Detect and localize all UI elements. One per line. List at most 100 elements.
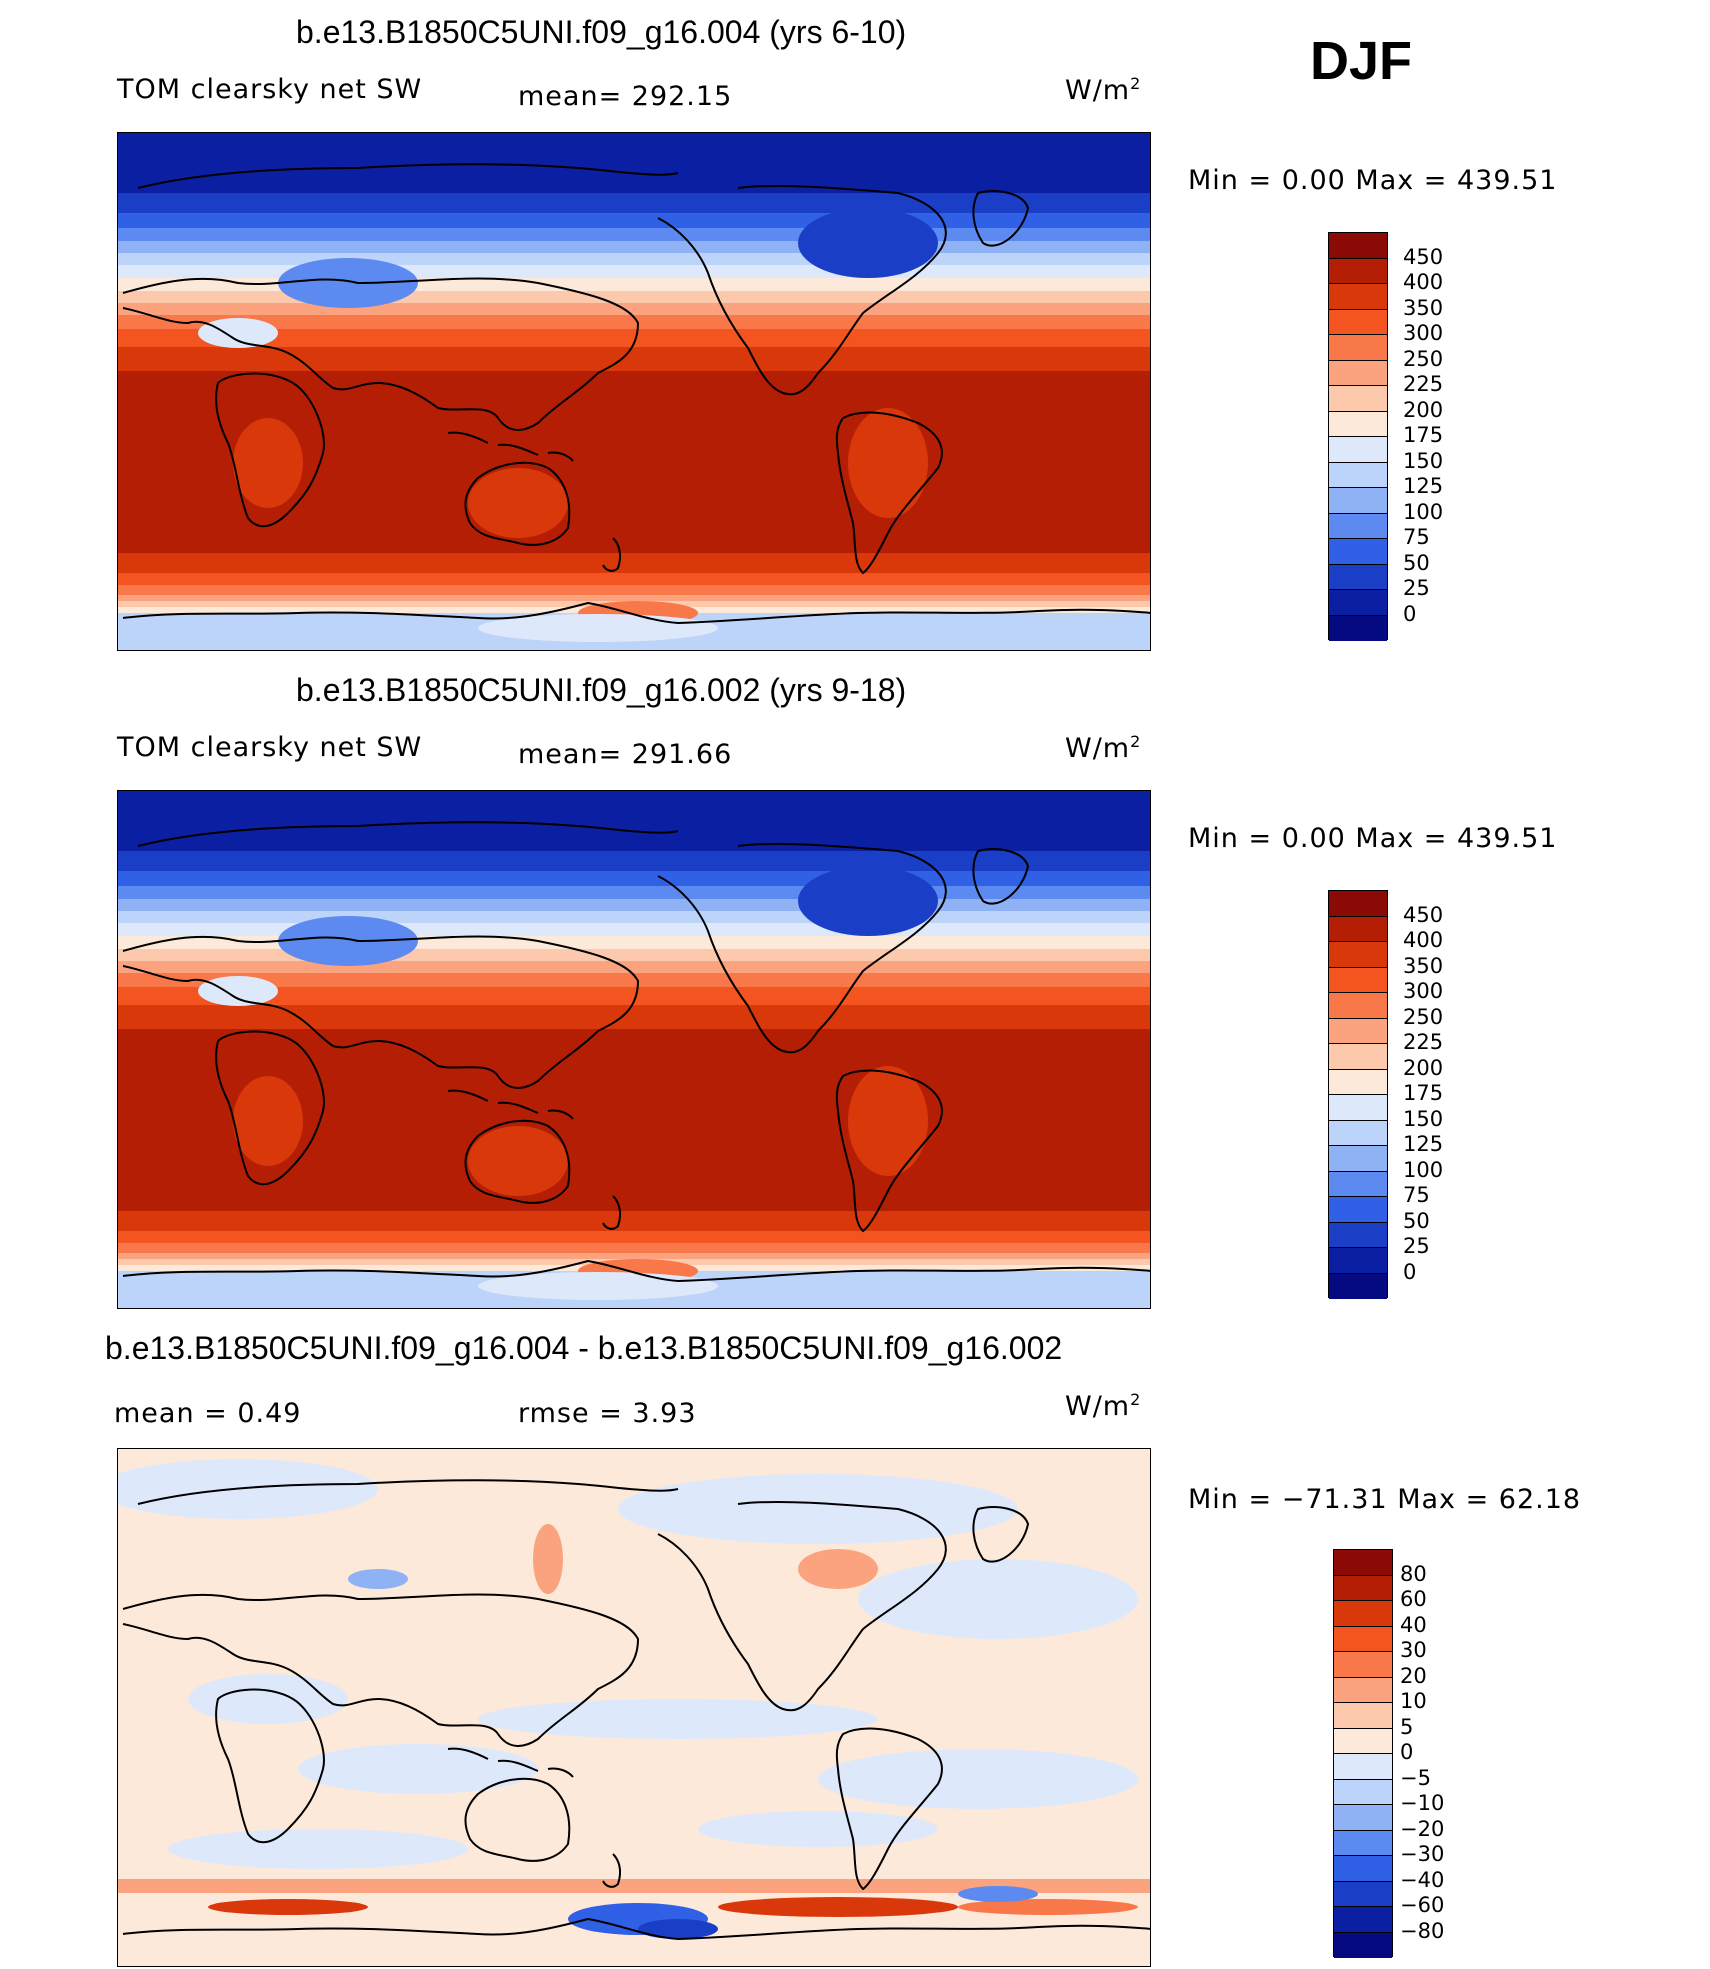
colorbar-tick-label: 40 [1400, 1612, 1427, 1637]
panel1-colorbar-labels: 450 400 350 300 250 225 200 175 150 125 100 75 50 25 0 [1403, 232, 1483, 640]
colorbar-swatch [1334, 1907, 1392, 1933]
colorbar-tick-label: −20 [1400, 1816, 1445, 1841]
panel3-title: b.e13.B1850C5UNI.f09_g16.004 - b.e13.B18… [105, 1330, 1063, 1366]
colorbar-swatch [1329, 967, 1387, 993]
colorbar-swatch [1329, 564, 1387, 590]
colorbar-swatch [1329, 437, 1387, 463]
colorbar-swatch [1334, 1626, 1392, 1652]
colorbar-tick-label: −60 [1400, 1893, 1445, 1917]
colorbar-tick-label: 125 [1403, 474, 1444, 498]
panel2-contour-field [118, 791, 1150, 1308]
colorbar-tick-label: 350 [1403, 953, 1444, 978]
colorbar-tick-label: 450 [1403, 244, 1444, 269]
panel1-title: b.e13.B1850C5UNI.f09_g16.004 (yrs 6-10) [296, 14, 907, 50]
colorbar-tick-label: 300 [1403, 321, 1444, 345]
colorbar-swatch [1329, 335, 1387, 361]
colorbar-tick-label: 250 [1403, 1004, 1444, 1029]
colorbar-swatch [1329, 411, 1387, 437]
colorbar-tick-label: 150 [1403, 448, 1444, 473]
colorbar-tick-label: 75 [1403, 525, 1430, 549]
panel2-title: b.e13.B1850C5UNI.f09_g16.002 (yrs 9-18) [296, 672, 907, 708]
colorbar-swatch [1329, 1171, 1387, 1197]
panel1-coastlines [122, 163, 1150, 625]
colorbar-tick-label: 225 [1403, 1030, 1444, 1054]
colorbar-swatch [1329, 1120, 1387, 1146]
colorbar-tick-label: 80 [1400, 1561, 1427, 1586]
colorbar-swatch [1329, 1095, 1387, 1121]
colorbar-tick-label: 30 [1400, 1638, 1427, 1662]
colorbar-swatch [1329, 1222, 1387, 1248]
panel2-variable-label: TOM clearsky net SW [117, 732, 423, 763]
colorbar-tick-label: 50 [1403, 550, 1430, 575]
colorbar-tick-label: 175 [1403, 423, 1444, 447]
colorbar-tick-label: 5 [1400, 1714, 1414, 1739]
colorbar-swatch [1334, 1703, 1392, 1729]
colorbar-swatch [1329, 590, 1387, 616]
colorbar-swatch [1329, 258, 1387, 284]
colorbar-swatch [1329, 386, 1387, 412]
panel3-colorbar-labels: 80 60 40 30 20 10 5 0 −5 −10 −20 −30 −40 −60 −80 [1400, 1549, 1490, 1957]
colorbar-tick-label: 100 [1403, 499, 1444, 524]
panel2-mean-label: mean= 291.66 [518, 739, 733, 770]
colorbar-swatch [1329, 539, 1387, 565]
colorbar-tick-label: 50 [1403, 1208, 1430, 1233]
colorbar-tick-label: 100 [1403, 1157, 1444, 1182]
colorbar-swatch [1334, 1677, 1392, 1703]
colorbar-swatch [1334, 1601, 1392, 1627]
colorbar-swatch [1329, 488, 1387, 514]
panel3-mean-label: mean = 0.49 [114, 1398, 302, 1429]
colorbar-swatch [1329, 615, 1387, 641]
colorbar-tick-label: −5 [1400, 1765, 1431, 1790]
colorbar-tick-label: 175 [1403, 1081, 1444, 1105]
colorbar-tick-label: −40 [1400, 1867, 1445, 1892]
colorbar-tick-label: 0 [1403, 1259, 1417, 1284]
panel2-minmax: Min = 0.00 Max = 439.51 [1188, 823, 1558, 854]
colorbar-tick-label: 125 [1403, 1132, 1444, 1156]
panel1-units: W/m2 [1065, 74, 1142, 106]
colorbar-swatch [1334, 1575, 1392, 1601]
colorbar-swatch [1329, 1248, 1387, 1274]
panel2-units: W/m2 [1065, 732, 1142, 764]
colorbar-swatch [1329, 942, 1387, 968]
colorbar-tick-label: 350 [1403, 295, 1444, 320]
colorbar-swatch [1334, 1779, 1392, 1805]
colorbar-swatch [1329, 462, 1387, 488]
colorbar-swatch [1334, 1932, 1392, 1958]
colorbar-swatch [1329, 916, 1387, 942]
colorbar-tick-label: 10 [1400, 1689, 1427, 1713]
panel3-colorbar [1333, 1549, 1393, 1958]
colorbar-tick-label: −10 [1400, 1791, 1445, 1815]
colorbar-tick-label: 0 [1403, 601, 1417, 626]
colorbar-swatch [1329, 360, 1387, 386]
colorbar-swatch [1329, 513, 1387, 539]
panel2-coastlines [122, 821, 1150, 1283]
colorbar-tick-label: 450 [1403, 902, 1444, 927]
colorbar-swatch [1329, 1273, 1387, 1299]
panel2-colorbar-labels: 450 400 350 300 250 225 200 175 150 125 100 75 50 25 0 [1403, 890, 1483, 1298]
colorbar-swatch [1329, 1069, 1387, 1095]
colorbar-tick-label: 150 [1403, 1106, 1444, 1131]
panel2-map [117, 790, 1151, 1309]
colorbar-tick-label: 300 [1403, 979, 1444, 1003]
colorbar-swatch [1329, 1044, 1387, 1070]
colorbar-tick-label: 400 [1403, 270, 1444, 294]
colorbar-tick-label: 75 [1403, 1183, 1430, 1207]
colorbar-swatch [1329, 309, 1387, 335]
colorbar-swatch [1334, 1856, 1392, 1882]
colorbar-tick-label: 400 [1403, 928, 1444, 952]
panel3-contour-field [118, 1449, 1150, 1966]
panel3-map [117, 1448, 1151, 1967]
colorbar-tick-label: 25 [1403, 1234, 1430, 1258]
colorbar-swatch [1329, 1018, 1387, 1044]
colorbar-swatch [1329, 1146, 1387, 1172]
colorbar-swatch [1329, 284, 1387, 310]
colorbar-swatch [1334, 1652, 1392, 1678]
panel1-variable-label: TOM clearsky net SW [117, 74, 423, 105]
panel1-contour-field [118, 133, 1150, 650]
colorbar-swatch [1329, 993, 1387, 1019]
panel3-coastlines [122, 1479, 1150, 1941]
colorbar-tick-label: 20 [1400, 1663, 1427, 1688]
panel3-units: W/m2 [1065, 1390, 1142, 1422]
panel3-rmse-label: rmse = 3.93 [518, 1398, 697, 1429]
colorbar-tick-label: 200 [1403, 397, 1444, 422]
